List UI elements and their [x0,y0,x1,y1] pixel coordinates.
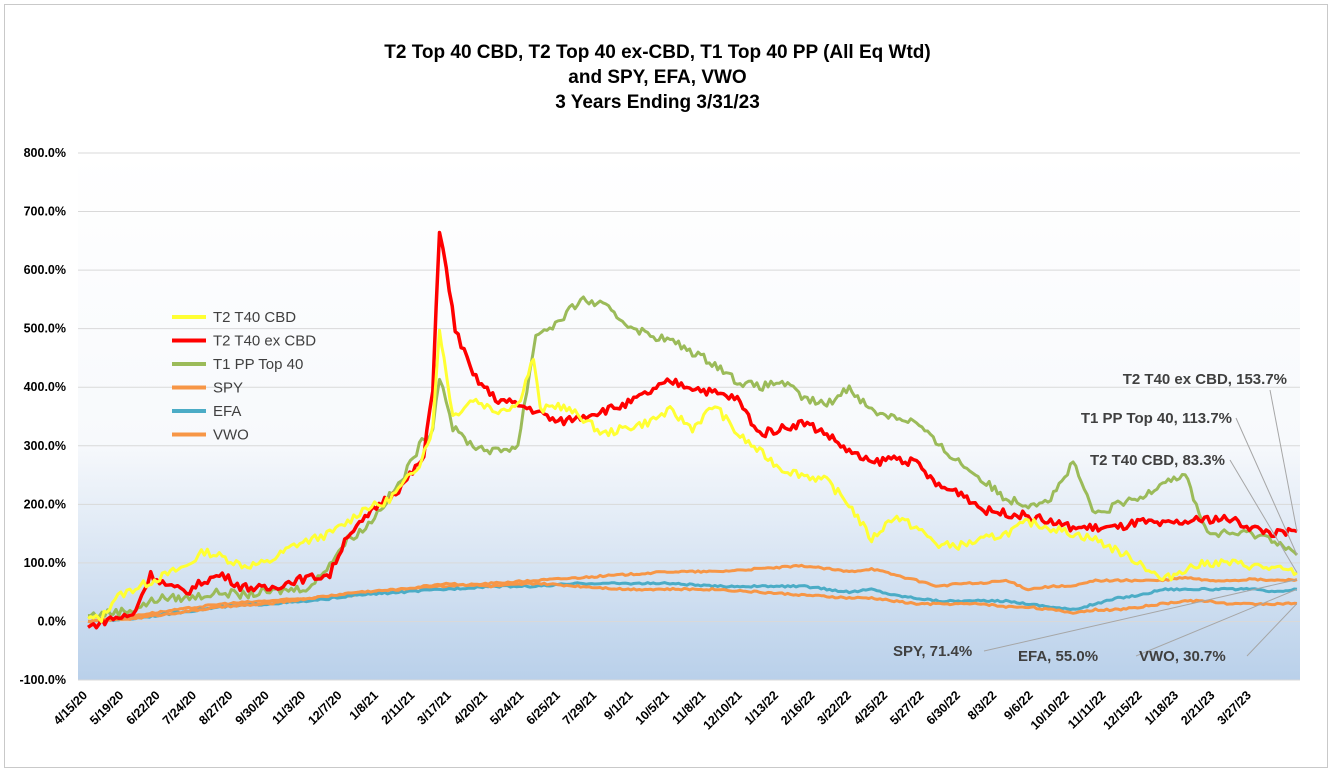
y-tick-label: 600.0% [24,263,66,277]
x-tick-label: 10/10/22 [1028,688,1072,732]
x-tick-label: 5/19/20 [87,688,126,727]
x-tick-label: 9/6/22 [1001,688,1036,723]
chart-title: T2 Top 40 CBD, T2 Top 40 ex-CBD, T1 Top … [0,40,1315,115]
y-tick-label: 400.0% [24,380,66,394]
x-tick-label: 2/21/23 [1178,688,1217,727]
series-line-t2-t40-ex-cbd [87,230,1298,630]
x-tick-label: 8/3/22 [965,688,1000,723]
series-line-t1-pp-top-40 [87,295,1299,619]
x-tick-label: 1/18/23 [1142,688,1181,727]
chart-title-line-1: T2 Top 40 CBD, T2 Top 40 ex-CBD, T1 Top … [384,42,931,63]
legend-label: T2 T40 CBD [213,309,296,326]
x-tick-label: 4/15/20 [51,688,90,727]
y-tick-label: 100.0% [24,556,66,570]
leader-line [983,579,1298,652]
chart-title-line-2: and SPY, EFA, VWO [568,67,747,88]
y-tick-label: 500.0% [24,322,66,336]
series-line-spy [88,563,1298,623]
end-value-label: T1 PP Top 40, 113.7% [1081,410,1232,427]
leader-line [1135,588,1298,657]
x-tick-label: 5/24/21 [487,688,526,727]
legend-label: SPY [213,380,243,397]
y-tick-label: 200.0% [24,497,66,511]
chart-title-line-3: 3 Years Ending 3/31/23 [555,92,760,113]
leader-line [1269,389,1298,532]
y-tick-label: 700.0% [24,205,66,219]
leader-line [1235,417,1298,556]
x-tick-label: 6/30/22 [924,688,963,727]
x-tick-label: 3/22/22 [814,688,853,727]
x-tick-label: 7/24/20 [160,688,199,727]
x-tick-label: 5/27/22 [887,688,926,727]
x-tick-label: 1/13/22 [742,688,781,727]
y-tick-label: 300.0% [24,439,66,453]
end-value-label: T2 T40 CBD, 83.3% [1090,452,1225,469]
x-tick-label: 12/7/20 [305,688,344,727]
x-tick-label: 7/29/21 [560,688,599,727]
leader-line [1246,603,1298,657]
end-value-label: SPY, 71.4% [893,643,972,660]
x-tick-label: 11/3/20 [269,688,308,727]
x-tick-label: 3/17/21 [414,688,453,727]
x-tick-label: 10/5/21 [633,688,672,727]
x-tick-label: 1/8/21 [347,688,382,723]
end-value-label: VWO, 30.7% [1139,648,1226,665]
legend-label: T2 T40 ex CBD [213,333,316,350]
y-tick-label: 0.0% [38,614,67,628]
x-tick-label: 8/27/20 [196,688,235,727]
legend-label: T1 PP Top 40 [213,356,303,373]
series-line-vwo [87,581,1298,624]
x-tick-label: 2/11/21 [379,688,418,727]
x-tick-label: 12/15/22 [1101,688,1145,732]
legend-label: EFA [213,403,241,420]
x-tick-label: 4/25/22 [851,688,890,727]
legend-label: VWO [213,427,249,444]
x-tick-label: 6/25/21 [524,688,563,727]
x-tick-label: 6/22/20 [123,688,162,727]
x-tick-label: 12/10/21 [700,688,744,732]
end-value-label: EFA, 55.0% [1018,648,1098,665]
x-tick-label: 2/16/22 [778,688,817,727]
y-tick-label: -100.0% [19,673,66,687]
leader-line [1229,459,1298,573]
series-line-t2-t40-cbd [87,328,1298,624]
chart-frame [4,4,1328,768]
y-tick-label: 800.0% [24,146,66,160]
end-value-label: T2 T40 ex CBD, 153.7% [1123,371,1287,388]
x-tick-label: 9/1/21 [601,688,636,723]
x-tick-label: 9/30/20 [233,688,272,727]
x-tick-label: 3/27/23 [1215,688,1254,727]
x-tick-label: 4/20/21 [451,688,490,727]
